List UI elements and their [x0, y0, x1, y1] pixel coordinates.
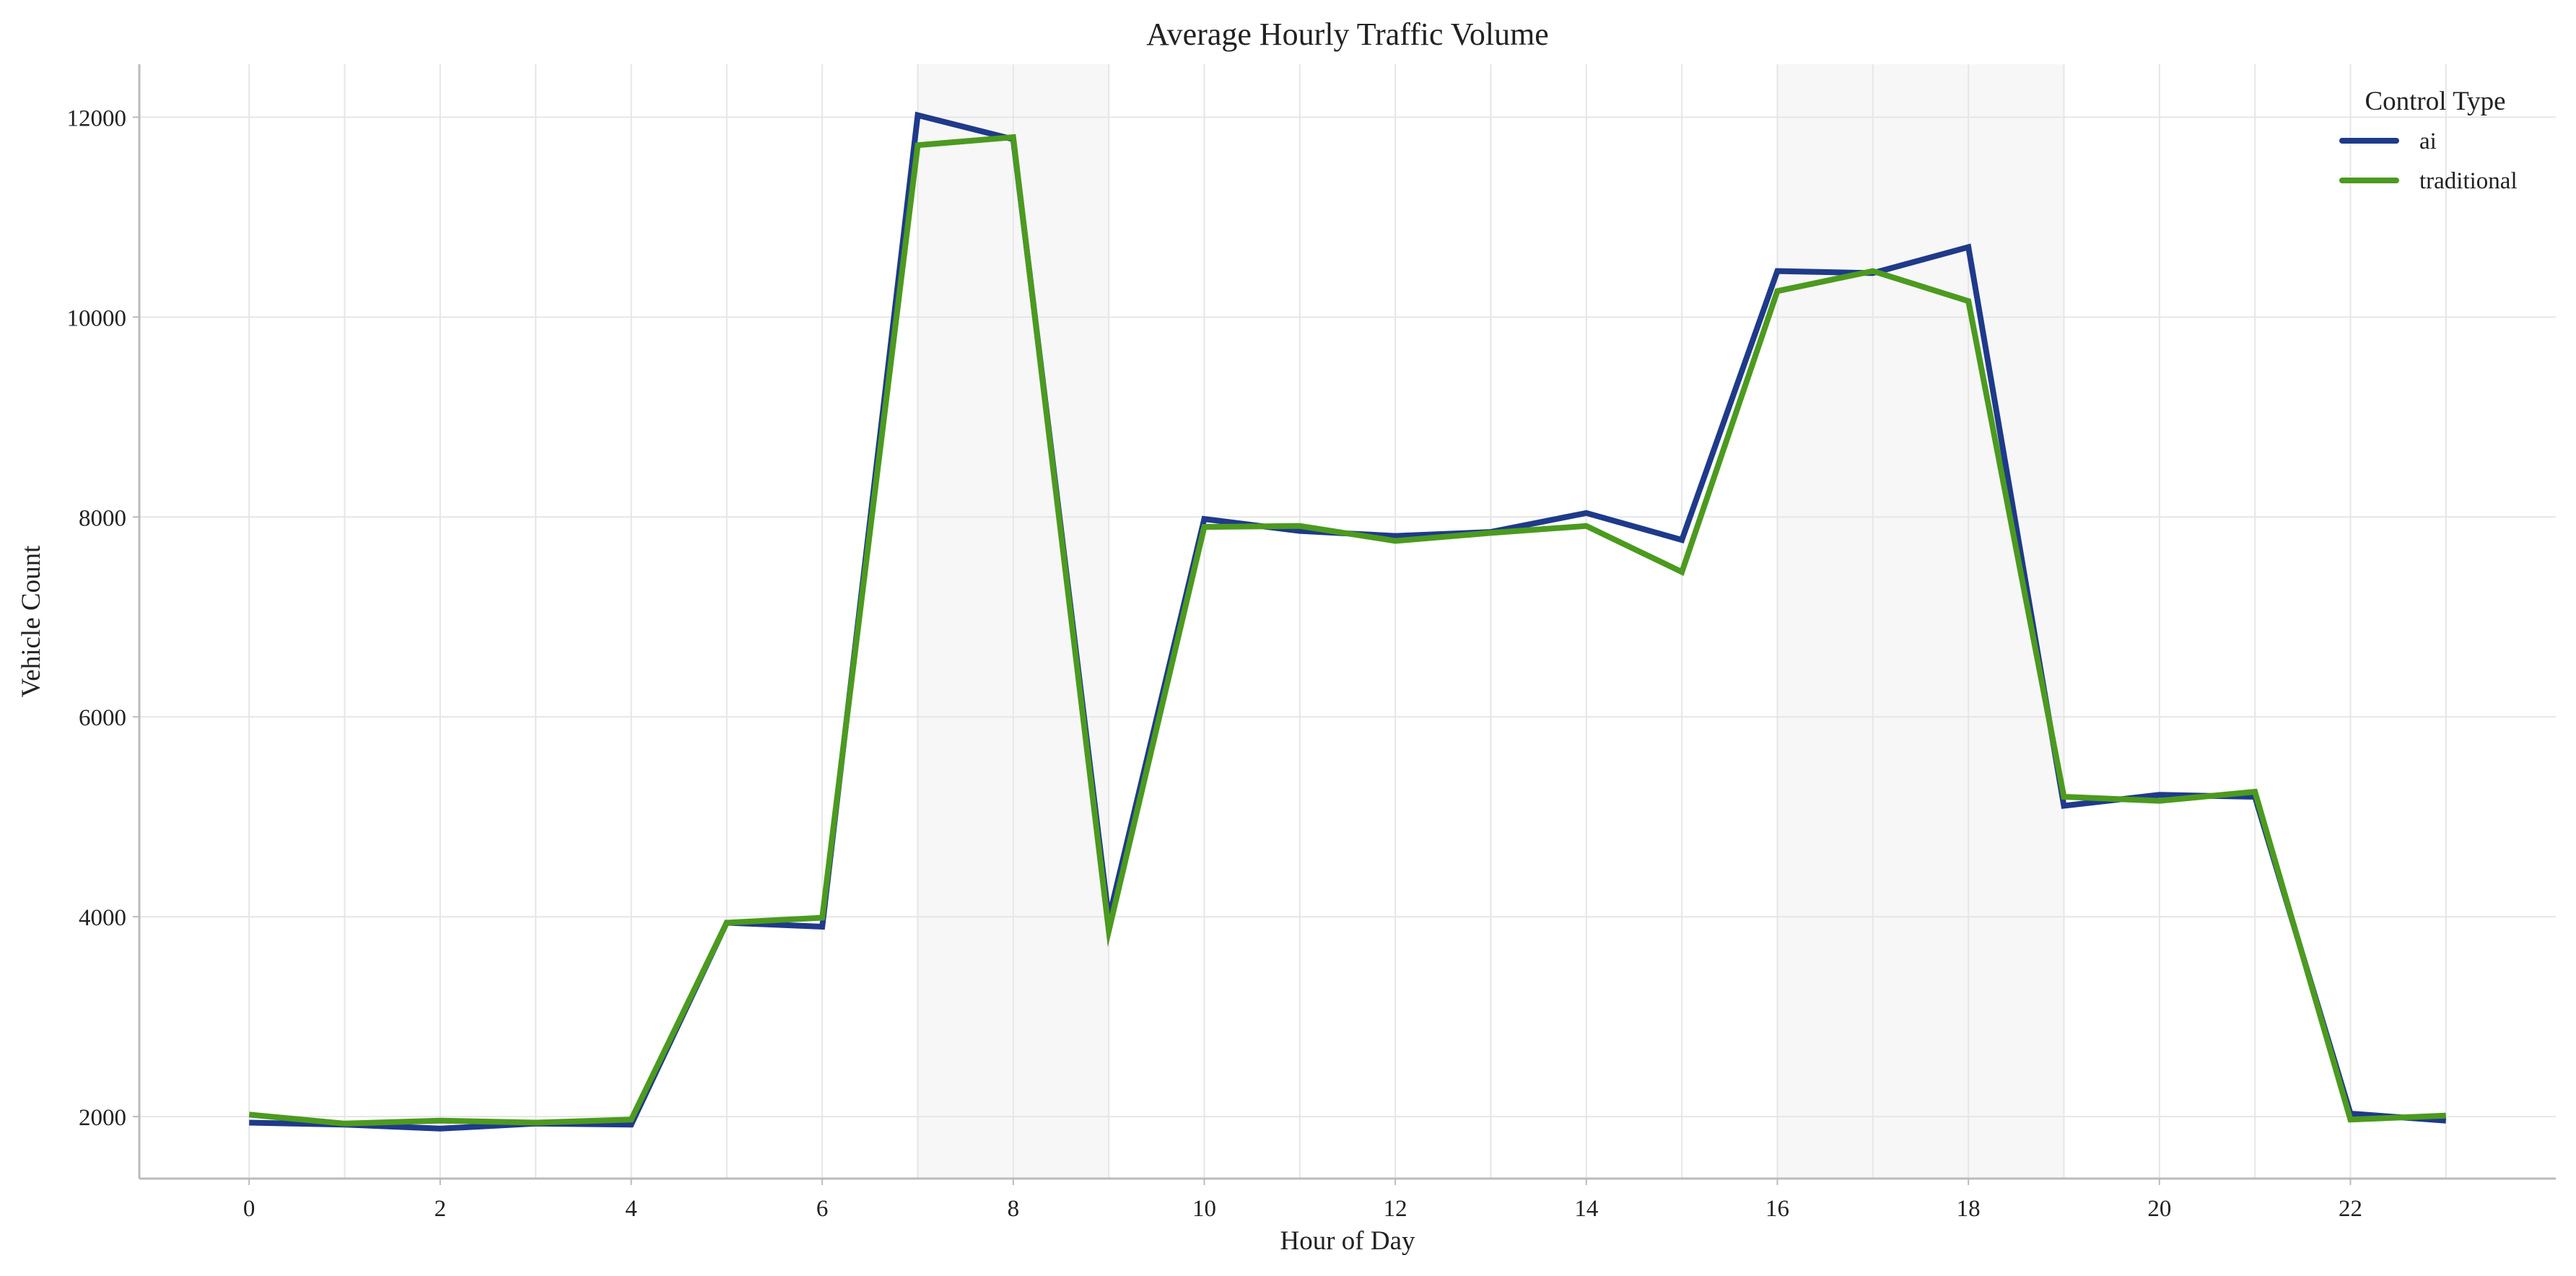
y-tick-label-2000: 2000	[79, 1105, 126, 1131]
x-tick-label-16: 16	[1765, 1196, 1789, 1222]
series-line-ai	[249, 111, 2447, 1132]
x-tick-label-12: 12	[1384, 1196, 1407, 1222]
shaded-region-1	[1777, 64, 2064, 1179]
x-tick-label-2: 2	[435, 1196, 447, 1222]
axes-spines	[138, 64, 2556, 1180]
x-tick-label-6: 6	[816, 1196, 829, 1222]
x-tick-label-8: 8	[1008, 1196, 1020, 1222]
y-axis-label: Vehicle Count	[17, 545, 46, 697]
x-tick-label-20: 20	[2147, 1196, 2171, 1222]
legend-items: ai traditional	[2339, 128, 2518, 194]
grid-lines	[139, 64, 2556, 1179]
legend-label-ai: ai	[2419, 128, 2437, 154]
x-axis-label: Hour of Day	[1280, 1226, 1415, 1256]
x-tick-label-10: 10	[1192, 1196, 1216, 1222]
x-tick-label-14: 14	[1574, 1196, 1598, 1222]
legend: Control Type ai traditional	[2339, 87, 2518, 194]
axis-ticks: 0 2 4 6 8 10 12 14 16 18 20 22 2000 4000 6000 8000 10000…	[67, 105, 2362, 1222]
legend-title: Control Type	[2365, 87, 2505, 116]
series-line-traditional	[248, 134, 2446, 1127]
y-tick-label-8000: 8000	[79, 505, 126, 531]
chart-title: Average Hourly Traffic Volume	[1146, 17, 1549, 52]
series-lines	[248, 111, 2447, 1132]
y-tick-label-4000: 4000	[79, 905, 126, 931]
x-tick-label-18: 18	[1957, 1196, 1981, 1222]
legend-label-traditional: traditional	[2419, 168, 2518, 194]
x-tick-label-0: 0	[243, 1196, 256, 1222]
x-tick-label-4: 4	[625, 1196, 637, 1222]
x-tick-label-22: 22	[2339, 1196, 2362, 1222]
y-tick-label-10000: 10000	[67, 305, 127, 331]
y-tick-label-12000: 12000	[67, 105, 127, 131]
y-tick-label-6000: 6000	[79, 705, 126, 731]
